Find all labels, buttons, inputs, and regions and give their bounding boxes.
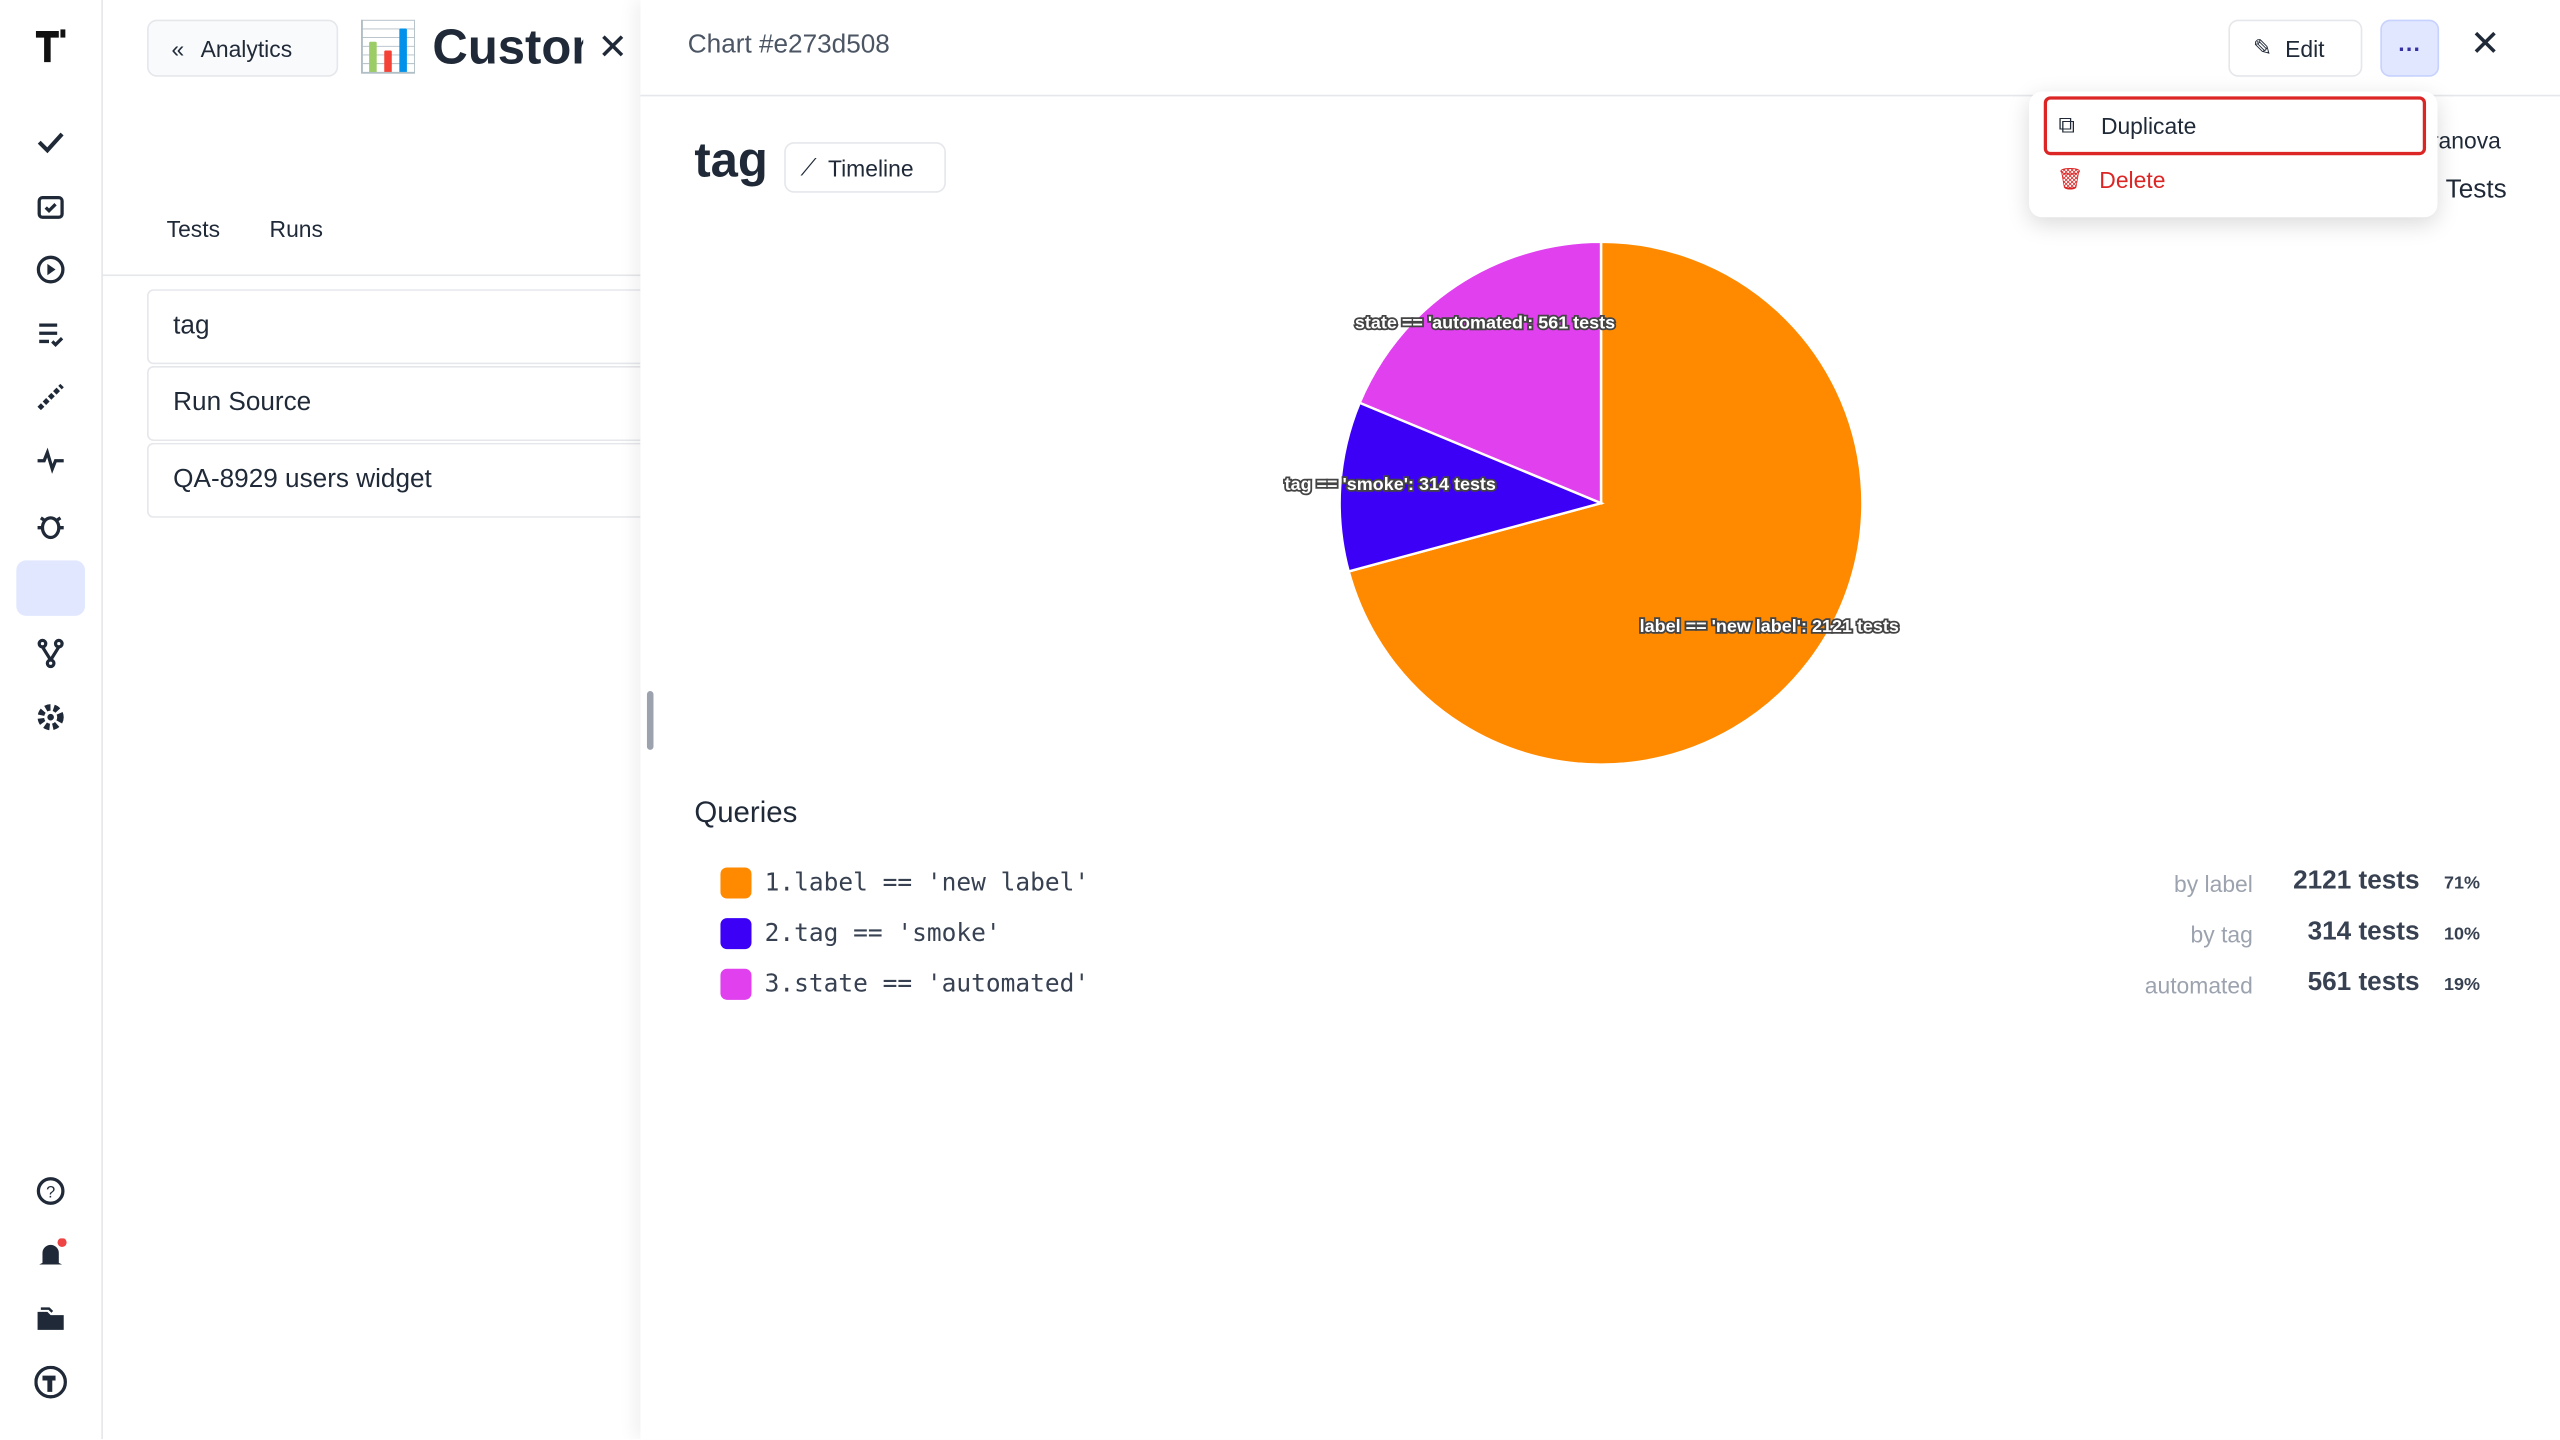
nav-icon[interactable] bbox=[34, 637, 67, 670]
query-swatch bbox=[720, 918, 752, 950]
close-panel[interactable]: ✕ bbox=[584, 16, 641, 79]
nav-icon[interactable] bbox=[34, 317, 67, 350]
nav-icon[interactable] bbox=[34, 1365, 67, 1399]
query-text: 3.state == 'automated' bbox=[764, 968, 1090, 999]
nav-icon[interactable] bbox=[34, 381, 67, 414]
nav-icon[interactable] bbox=[34, 444, 67, 477]
list-item[interactable]: Run Source bbox=[147, 365, 641, 442]
pie-chart: label == 'new label': 2121 tests tag == '… bbox=[1283, 240, 1901, 766]
queries-title: Queries bbox=[694, 795, 798, 829]
svg-text:?: ? bbox=[46, 1184, 55, 1202]
menu-delete[interactable]: 🗑 Delete bbox=[2056, 166, 2166, 193]
nav-icon[interactable] bbox=[34, 510, 67, 543]
tab[interactable]: Runs bbox=[269, 215, 323, 242]
nav-icon[interactable] bbox=[34, 701, 67, 734]
query-percent: 19% bbox=[2444, 975, 2481, 995]
nav-bar: ? bbox=[0, 0, 103, 1440]
pie-slice bbox=[1358, 240, 1603, 506]
tab[interactable]: Tests bbox=[166, 215, 221, 242]
close-drawer[interactable]: ✕ bbox=[2470, 22, 2501, 64]
drawer: Chart #e273d508 ✎ Edit ··· ✕ tag ⟋ Timelin… bbox=[640, 0, 2560, 1440]
pie-slice bbox=[1338, 401, 1605, 573]
chart-title: tag bbox=[694, 133, 768, 188]
edit-button[interactable]: ✎ Edit bbox=[2228, 19, 2363, 77]
divider bbox=[640, 94, 2560, 97]
nav-icon[interactable]: ? bbox=[34, 1175, 67, 1208]
menu-label: Duplicate bbox=[2100, 112, 2197, 139]
list-item[interactable]: QA-8929 users widget bbox=[147, 442, 641, 518]
query-by: automated bbox=[2144, 972, 2253, 999]
pie-label: label == 'new label': 2121 tests bbox=[1640, 616, 1899, 636]
pie-label: tag == 'smoke': 314 tests bbox=[1285, 474, 1496, 494]
query-by: by tag bbox=[2190, 921, 2253, 948]
nav-icon[interactable] bbox=[34, 1238, 67, 1271]
back-label: Analytics bbox=[200, 35, 293, 62]
dropdown-menu: ⧉ Duplicate 🗑 Delete bbox=[2029, 91, 2438, 218]
nav-icon[interactable] bbox=[34, 190, 67, 223]
pie-slice bbox=[1347, 240, 1864, 766]
nav-icon[interactable] bbox=[34, 1302, 67, 1335]
more-button[interactable]: ··· bbox=[2380, 19, 2440, 77]
user-name: ranova bbox=[2430, 127, 2501, 154]
query-text: 2.tag == 'smoke' bbox=[764, 918, 1001, 948]
divider bbox=[101, 274, 641, 277]
query-count: 314 tests bbox=[2307, 918, 2420, 946]
nav-icon[interactable] bbox=[34, 126, 67, 159]
query-count: 2121 tests bbox=[2293, 867, 2420, 896]
timeline-label: Timeline bbox=[827, 154, 914, 181]
resize-handle[interactable] bbox=[646, 691, 654, 750]
menu-label: Delete bbox=[2099, 166, 2166, 193]
tests-link: Tests bbox=[2445, 176, 2507, 205]
query-percent: 10% bbox=[2444, 924, 2481, 945]
nav-active-bg bbox=[16, 560, 85, 616]
back-button[interactable]: «Analytics bbox=[147, 19, 339, 77]
query-by: by label bbox=[2174, 870, 2253, 897]
pie-label: state == 'automated': 561 tests bbox=[1355, 312, 1615, 332]
query-count: 561 tests bbox=[2307, 968, 2420, 997]
nav-icon[interactable] bbox=[34, 253, 67, 286]
menu-duplicate[interactable]: ⧉ Duplicate bbox=[2043, 96, 2427, 156]
query-percent: 71% bbox=[2444, 874, 2481, 894]
query-text: 1.label == 'new label' bbox=[764, 867, 1090, 897]
query-swatch bbox=[720, 867, 752, 899]
logo[interactable] bbox=[33, 26, 69, 65]
query-swatch bbox=[720, 968, 752, 1000]
timeline-button[interactable]: ⟋ Timeline bbox=[784, 142, 946, 193]
edit-label: Edit bbox=[2285, 35, 2325, 62]
panel-title: 📊 Custom bbox=[357, 21, 583, 76]
drawer-header: Chart #e273d508 bbox=[687, 31, 890, 59]
list-item[interactable]: tag bbox=[147, 289, 641, 365]
